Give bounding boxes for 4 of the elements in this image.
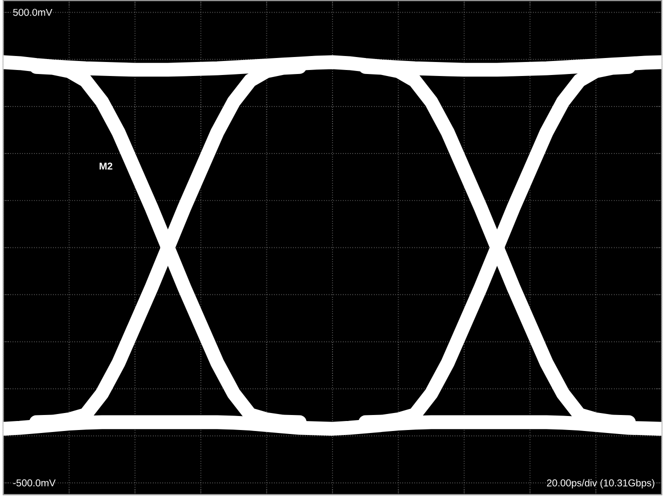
y-tick-label: -500.0mV: [13, 479, 56, 486]
y-tick-label: 500.0mV: [13, 8, 52, 16]
annotation: M2: [100, 162, 112, 170]
annotation: 20.00ps/div (10.31Gbps): [546, 478, 654, 488]
